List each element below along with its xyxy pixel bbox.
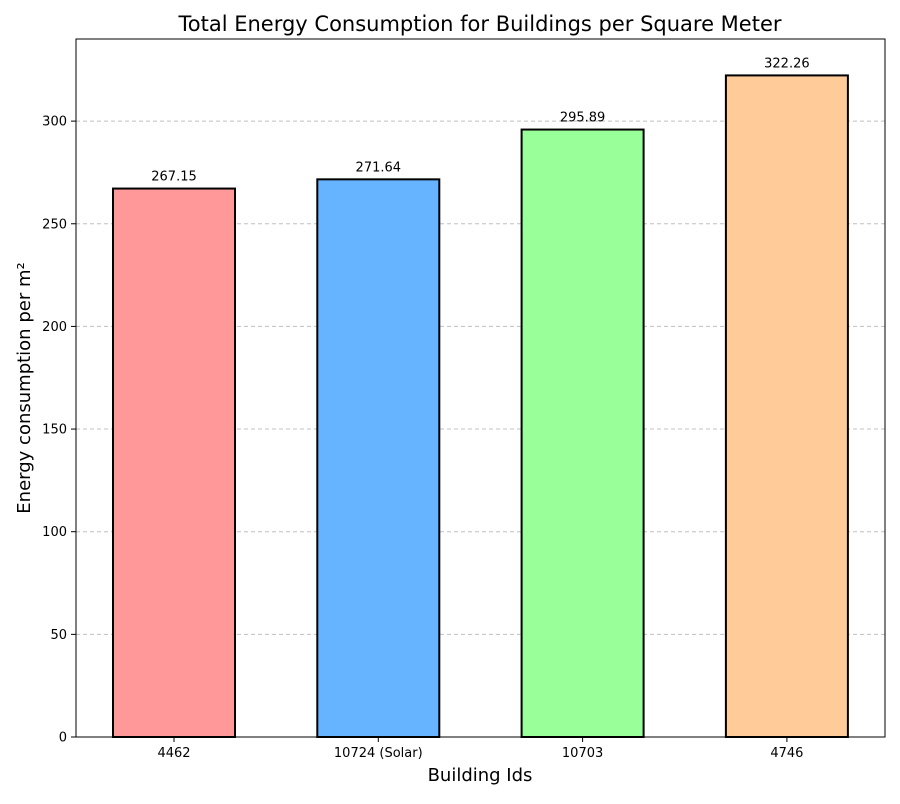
x-axis-label: Building Ids (428, 765, 533, 786)
bar-2 (520, 128, 645, 738)
value-label-0: 267.15 (151, 170, 197, 185)
value-label-3: 322.26 (764, 56, 810, 71)
value-labels: 267.15 271.64 295.89 322.26 (151, 56, 809, 184)
value-label-2: 295.89 (560, 111, 606, 126)
y-axis-label: Energy consumption per m² (14, 262, 35, 513)
y-tick-label-5: 250 (42, 217, 67, 232)
y-tick-label-6: 300 (42, 115, 67, 130)
bars (112, 74, 849, 739)
plot-frame (75, 38, 886, 738)
bar-1 (316, 178, 441, 739)
x-tick-label-1: 10724 (Solar) (334, 746, 423, 761)
y-tick-label-0: 0 (59, 731, 67, 746)
chart-title: Total Energy Consumption for Buildings p… (177, 12, 781, 36)
bar-0 (112, 187, 236, 738)
x-tick-label-0: 4462 (157, 746, 190, 761)
x-tick-label-3: 4746 (770, 746, 803, 761)
y-tick-label-2: 100 (42, 525, 67, 540)
y-tick-label-4: 200 (42, 320, 67, 335)
axes: 0 50 100 150 200 250 300 4462 10724 (Solar) 10703… (42, 38, 886, 761)
x-tick-label-2: 10703 (562, 746, 603, 761)
y-tick-label-3: 150 (42, 423, 67, 438)
y-tick-label-1: 50 (50, 628, 67, 643)
bar-3 (724, 74, 849, 738)
value-label-1: 271.64 (356, 160, 402, 175)
